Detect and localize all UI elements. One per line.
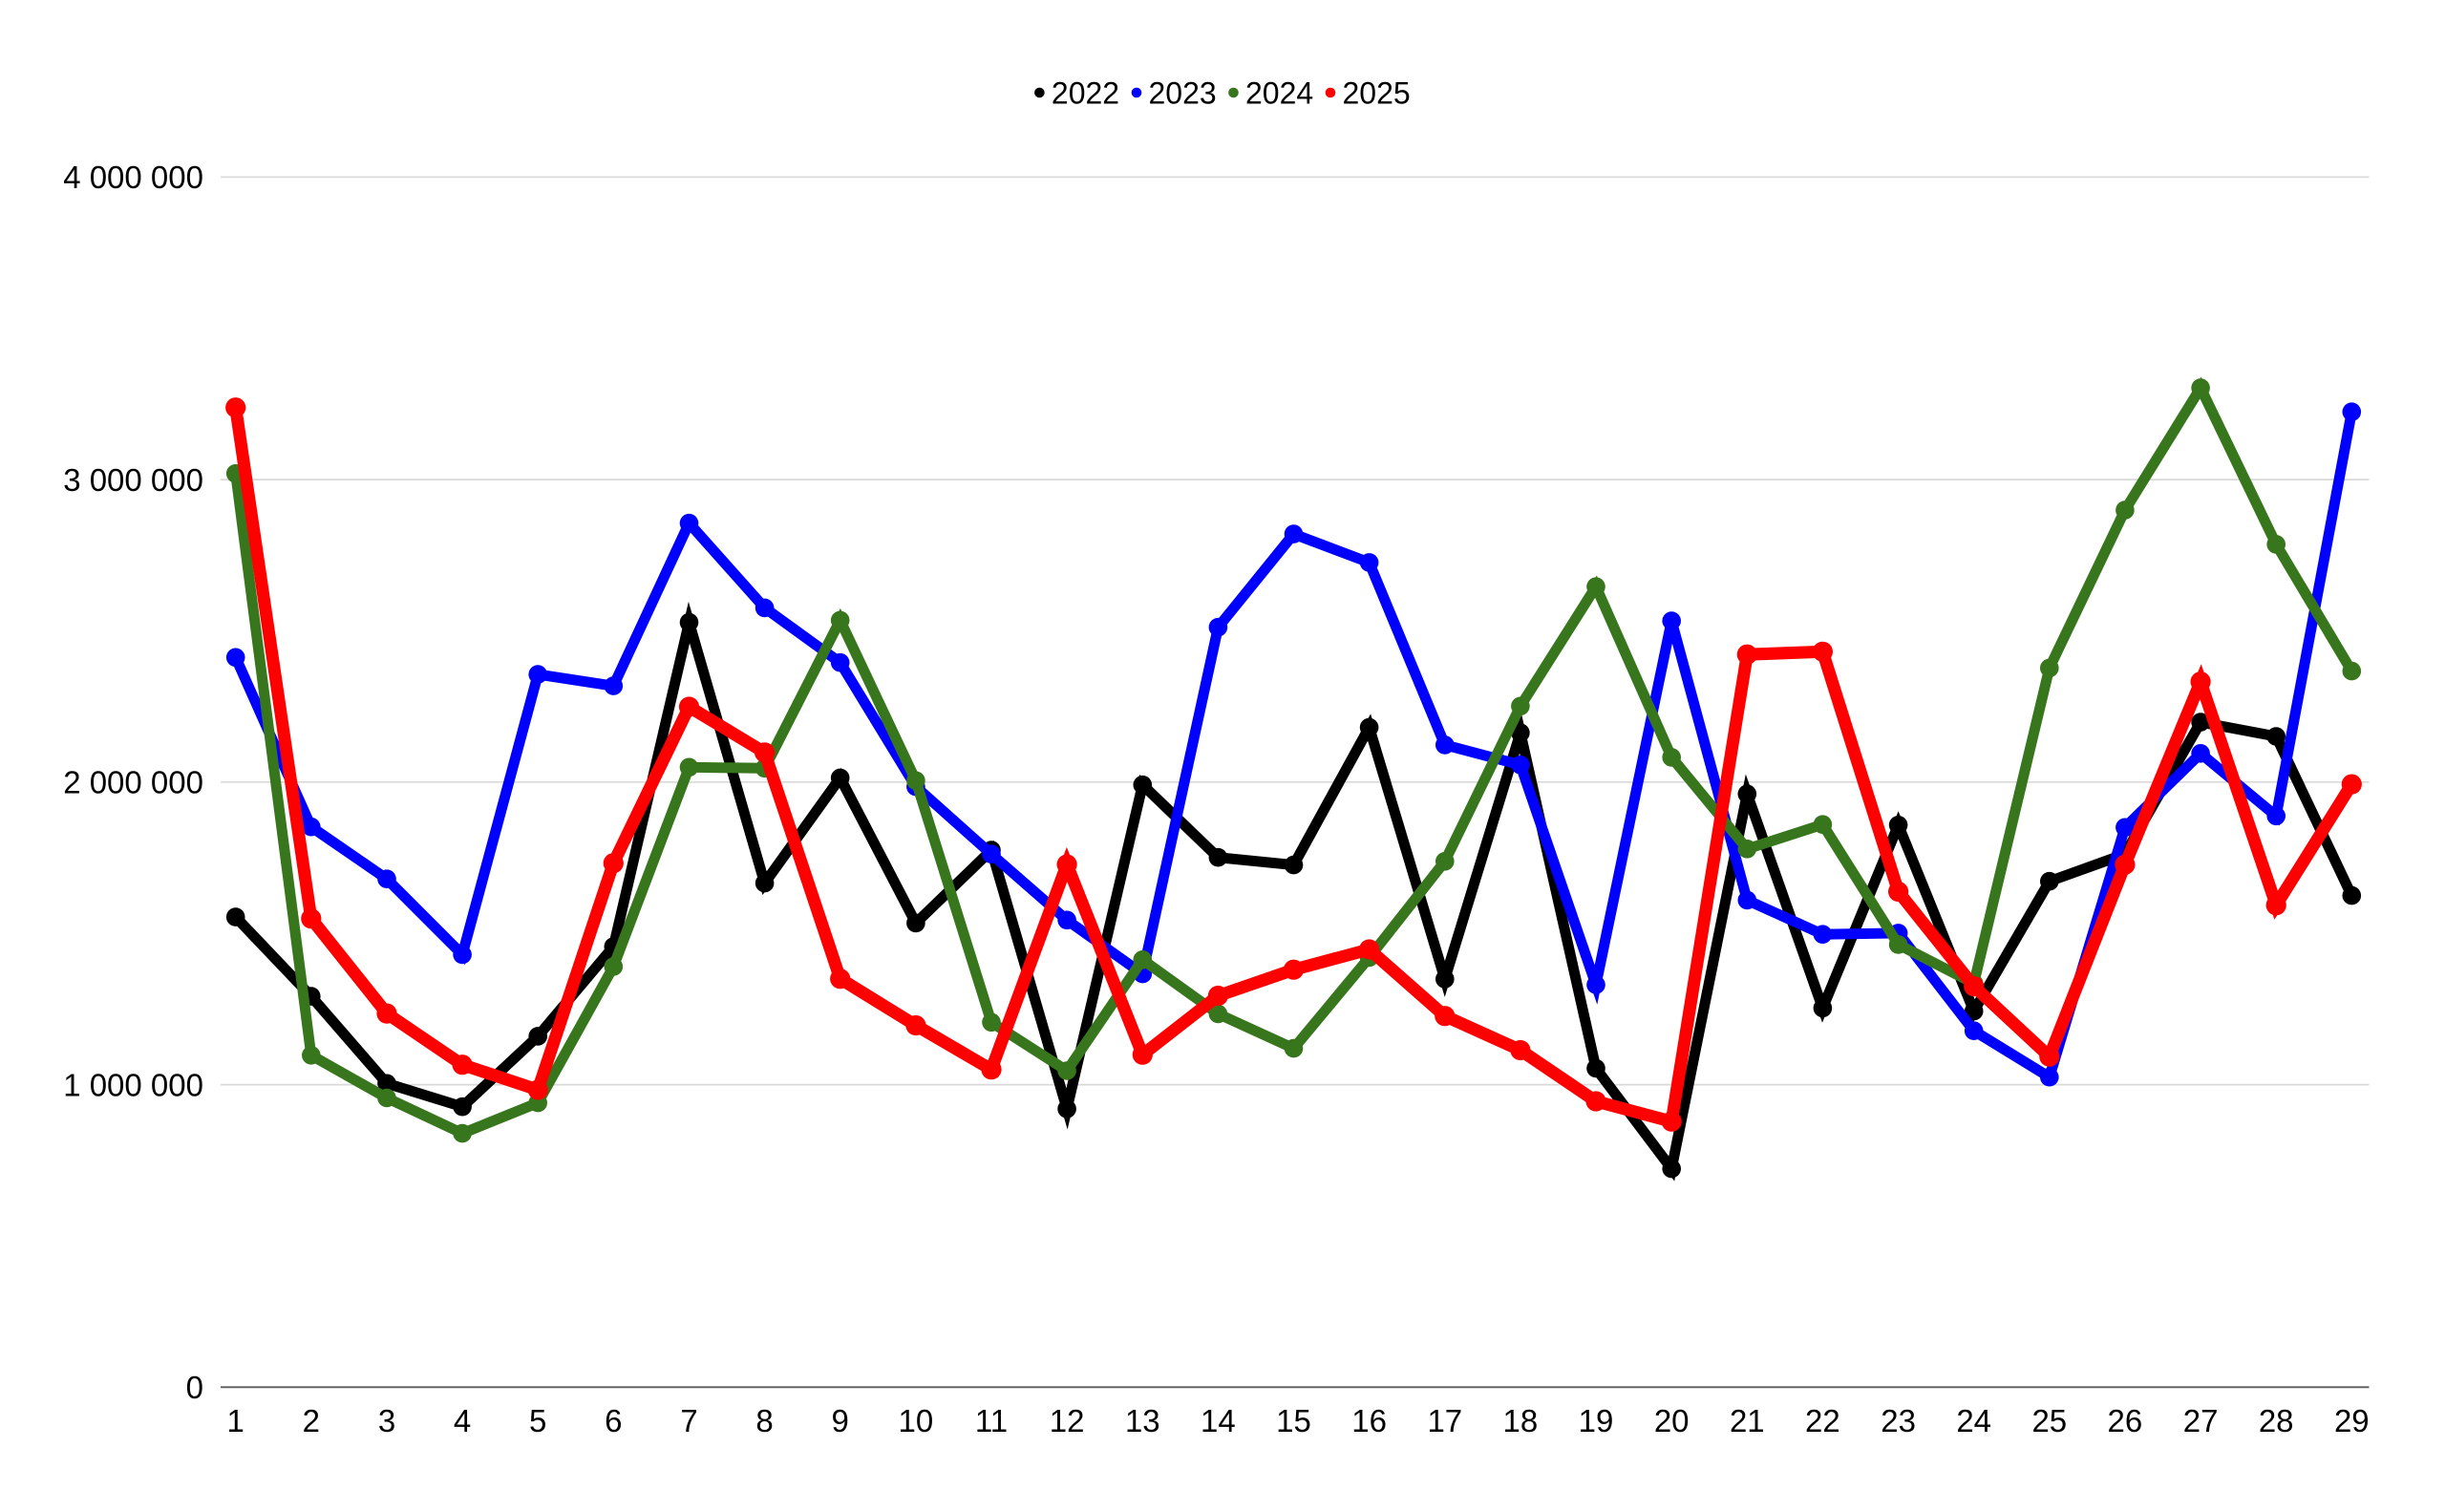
- svg-text:4 000 000: 4 000 000: [63, 160, 203, 195]
- svg-text:17: 17: [1427, 1403, 1462, 1438]
- svg-text:22: 22: [1805, 1403, 1840, 1438]
- svg-text:19: 19: [1579, 1403, 1614, 1438]
- svg-text:21: 21: [1730, 1403, 1765, 1438]
- svg-text:5: 5: [529, 1403, 546, 1438]
- svg-text:2 000 000: 2 000 000: [63, 765, 203, 800]
- svg-text:16: 16: [1351, 1403, 1387, 1438]
- svg-text:2023: 2023: [1149, 76, 1217, 111]
- svg-text:14: 14: [1201, 1403, 1236, 1438]
- svg-text:26: 26: [2108, 1403, 2143, 1438]
- svg-text:23: 23: [1881, 1403, 1916, 1438]
- svg-text:29: 29: [2334, 1403, 2370, 1438]
- svg-text:20: 20: [1654, 1403, 1690, 1438]
- svg-text:13: 13: [1125, 1403, 1160, 1438]
- svg-text:6: 6: [605, 1403, 622, 1438]
- svg-text:15: 15: [1276, 1403, 1311, 1438]
- svg-text:2024: 2024: [1245, 76, 1313, 111]
- svg-text:18: 18: [1503, 1403, 1539, 1438]
- svg-text:27: 27: [2183, 1403, 2219, 1438]
- svg-text:9: 9: [832, 1403, 849, 1438]
- svg-text:2025: 2025: [1343, 76, 1411, 111]
- svg-text:2: 2: [303, 1403, 320, 1438]
- svg-text:25: 25: [2031, 1403, 2067, 1438]
- svg-text:0: 0: [186, 1370, 203, 1405]
- svg-text:3 000 000: 3 000 000: [63, 462, 203, 498]
- svg-text:12: 12: [1050, 1403, 1085, 1438]
- svg-text:7: 7: [680, 1403, 697, 1438]
- svg-text:3: 3: [378, 1403, 395, 1438]
- svg-text:28: 28: [2259, 1403, 2294, 1438]
- svg-text:8: 8: [755, 1403, 773, 1438]
- svg-text:10: 10: [899, 1403, 934, 1438]
- svg-text:24: 24: [1956, 1403, 1991, 1438]
- svg-text:4: 4: [454, 1403, 471, 1438]
- svg-text:1 000 000: 1 000 000: [63, 1067, 203, 1102]
- svg-text:1: 1: [227, 1403, 244, 1438]
- svg-text:2022: 2022: [1052, 76, 1119, 111]
- svg-text:11: 11: [975, 1403, 1008, 1438]
